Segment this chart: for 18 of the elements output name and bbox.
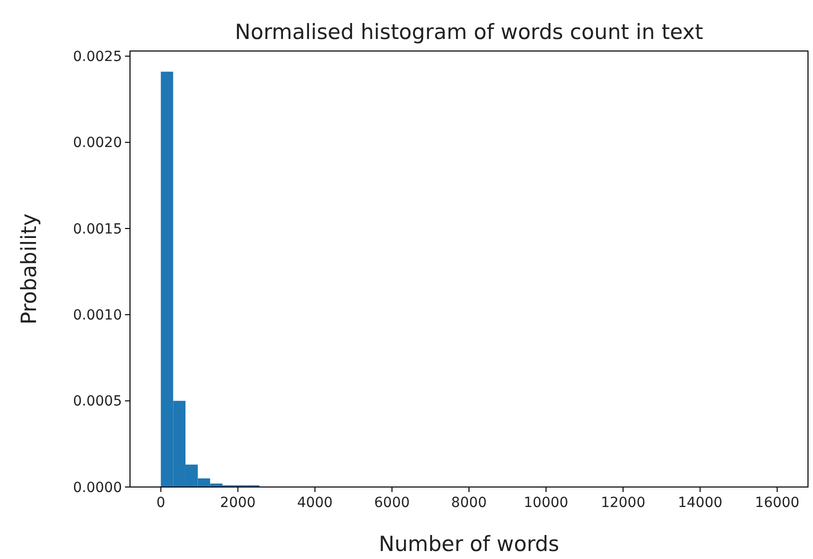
- y-tick-label: 0.0020: [73, 135, 122, 152]
- y-tick-label: 0.0000: [73, 480, 122, 496]
- x-tick-label: 14000: [678, 495, 722, 511]
- x-tick-label: 6000: [374, 495, 410, 511]
- x-tick-label: 8000: [451, 495, 487, 511]
- y-axis-title: Probability: [17, 213, 41, 325]
- y-tick-label: 0.0025: [73, 49, 122, 66]
- x-tick-label: 0: [156, 495, 166, 511]
- x-tick-label: 10000: [524, 495, 568, 511]
- y-tick-label: 0.0015: [73, 221, 122, 238]
- x-tick-label: 2000: [220, 495, 256, 511]
- x-axis-title: Number of words: [378, 532, 560, 556]
- y-tick-label: 0.0005: [73, 394, 122, 410]
- x-tick-label: 4000: [297, 495, 333, 511]
- y-tick-label: 0.0010: [73, 308, 122, 324]
- x-tick-label: 12000: [600, 495, 646, 511]
- chart-title: Normalised histogram of words count in text: [234, 20, 704, 44]
- x-tick-label: 16000: [754, 495, 800, 511]
